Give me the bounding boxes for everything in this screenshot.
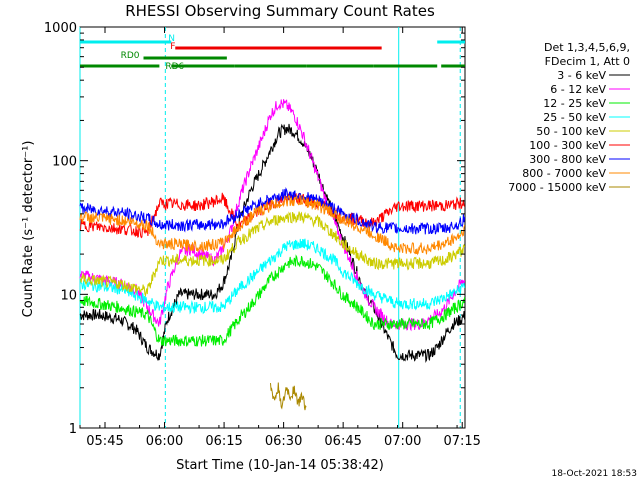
legend-entry-label-8: 7000 - 15000 keV [508,181,606,194]
series-line-6 [79,187,466,235]
x-axis-label: Start Time (10-Jan-14 05:38:42) [176,458,384,473]
state-bar-label-rd6: RD6 [165,62,184,72]
x-tick-label-4: 06:45 [324,434,361,449]
x-tick-label-5: 07:00 [384,434,421,449]
series-line-2 [79,254,466,347]
x-tick-label-6: 07:15 [443,434,480,449]
state-bar-label-rd0: RD0 [121,51,140,61]
y-tick-label-3: 1000 [44,21,77,36]
series-layer [79,99,466,411]
state-bars: NF RD0 RD6 [80,34,465,72]
y-tick-label-1: 10 [60,288,77,303]
series-line-8 [270,382,307,411]
series-line-3 [79,238,466,315]
legend: Det 1,3,4,5,6,9,FDecim 1, Att 03 - 6 keV… [508,41,630,194]
vertical-markers [79,27,461,428]
y-tick-label-2: 100 [52,155,77,170]
legend-entry-label-1: 6 - 12 keV [550,83,606,96]
y-tick-label-0: 1 [69,422,77,437]
state-bar-label-f: F [170,42,175,52]
series-line-0 [79,123,466,363]
legend-entry-label-4: 50 - 100 keV [536,125,606,138]
x-tick-label-0: 05:45 [86,434,123,449]
x-tick-label-1: 06:00 [146,434,183,449]
x-tick-label-3: 06:30 [265,434,302,449]
legend-entry-label-0: 3 - 6 keV [557,69,606,82]
legend-entry-label-6: 300 - 800 keV [529,153,606,166]
series-line-4 [79,211,466,298]
state-bar-label-n: N [168,34,175,44]
timestamp-label: 18-Oct-2021 18:53 [552,469,637,479]
x-tick-label-2: 06:15 [205,434,242,449]
y-axis-label: Count Rate (s⁻¹ detector⁻¹) [21,141,36,318]
legend-entry-label-2: 12 - 25 keV [543,97,606,110]
series-line-7 [79,194,466,256]
legend-entry-label-5: 100 - 300 keV [529,139,606,152]
chart-title: RHESSI Observing Summary Count Rates [125,2,435,20]
legend-header-line-1: FDecim 1, Att 0 [545,55,630,68]
legend-header-line-0: Det 1,3,4,5,6,9, [544,41,630,54]
legend-entry-label-3: 25 - 50 keV [543,111,606,124]
legend-entry-label-7: 800 - 7000 keV [522,167,606,180]
axis-ticks: 05:45 06:00 06:15 06:30 06:45 07:00 07:15 1 10 10… [44,21,481,449]
